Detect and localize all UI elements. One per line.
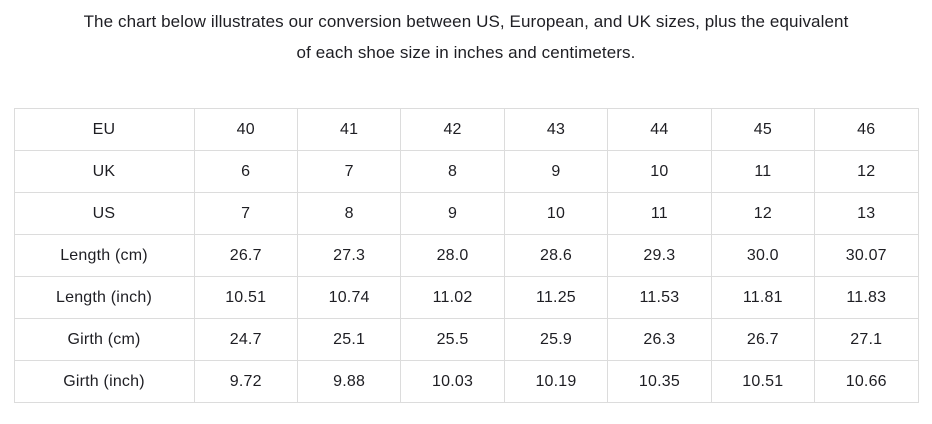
- value-cell: 12: [710, 192, 816, 235]
- value-cell: 25.5: [400, 318, 505, 361]
- value-cell: 10.03: [400, 360, 505, 403]
- value-cell: 8: [296, 192, 402, 235]
- value-cell: 9: [400, 192, 505, 235]
- value-cell: 11: [607, 192, 712, 235]
- table-row: Girth (inch) 9.72 9.88 10.03 10.19 10.35 10.51…: [13, 360, 919, 403]
- page-title-line-2: of each shoe size in inches and centimet…: [296, 43, 636, 62]
- page-title-line-1: The chart below illustrates our conversi…: [83, 12, 849, 31]
- row-label-cell: Girth (cm): [13, 318, 195, 361]
- row-label-cell: EU: [13, 108, 195, 151]
- value-cell: 11.53: [607, 276, 712, 319]
- value-cell: 11.25: [503, 276, 609, 319]
- row-label-cell: US: [13, 192, 195, 235]
- table-row: EU 40 41 42 43 44 45 46: [13, 108, 919, 151]
- value-cell: 25.1: [296, 318, 402, 361]
- table-row: US 7 8 9 10 11 12 13: [13, 192, 919, 235]
- value-cell: 26.3: [607, 318, 712, 361]
- value-cell: 28.0: [400, 234, 505, 277]
- value-cell: 6: [193, 150, 298, 193]
- value-cell: 13: [814, 192, 919, 235]
- value-cell: 12: [814, 150, 919, 193]
- value-cell: 42: [400, 108, 505, 151]
- value-cell: 9.88: [296, 360, 402, 403]
- value-cell: 25.9: [503, 318, 609, 361]
- size-conversion-table-body: EU 40 41 42 43 44 45 46 UK 6 7 8 9 10 11 12 US 7 8 9 10 11 12 1…: [13, 108, 919, 403]
- size-chart-page: The chart below illustrates our conversi…: [0, 0, 932, 403]
- value-cell: 10: [503, 192, 609, 235]
- value-cell: 11.81: [710, 276, 816, 319]
- value-cell: 29.3: [607, 234, 712, 277]
- row-label-cell: Length (inch): [13, 276, 195, 319]
- value-cell: 11: [710, 150, 816, 193]
- value-cell: 43: [503, 108, 609, 151]
- value-cell: 28.6: [503, 234, 609, 277]
- value-cell: 10.35: [607, 360, 712, 403]
- value-cell: 30.0: [710, 234, 816, 277]
- value-cell: 27.3: [296, 234, 402, 277]
- value-cell: 10: [607, 150, 712, 193]
- value-cell: 11.02: [400, 276, 505, 319]
- value-cell: 24.7: [193, 318, 298, 361]
- size-conversion-table: EU 40 41 42 43 44 45 46 UK 6 7 8 9 10 11 12 US 7 8 9 10 11 12 1…: [13, 108, 919, 403]
- value-cell: 26.7: [710, 318, 816, 361]
- value-cell: 44: [607, 108, 712, 151]
- value-cell: 30.07: [814, 234, 919, 277]
- value-cell: 10.51: [193, 276, 298, 319]
- row-label-cell: UK: [13, 150, 195, 193]
- value-cell: 40: [193, 108, 298, 151]
- row-label-cell: Length (cm): [13, 234, 195, 277]
- value-cell: 26.7: [193, 234, 298, 277]
- table-row: Length (cm) 26.7 27.3 28.0 28.6 29.3 30.0 30.07: [13, 234, 919, 277]
- table-row: Girth (cm) 24.7 25.1 25.5 25.9 26.3 26.7 27.1: [13, 318, 919, 361]
- value-cell: 45: [710, 108, 816, 151]
- value-cell: 10.51: [710, 360, 816, 403]
- value-cell: 10.74: [296, 276, 402, 319]
- value-cell: 46: [814, 108, 919, 151]
- value-cell: 7: [193, 192, 298, 235]
- value-cell: 9.72: [193, 360, 298, 403]
- value-cell: 8: [400, 150, 505, 193]
- table-row: UK 6 7 8 9 10 11 12: [13, 150, 919, 193]
- row-label-cell: Girth (inch): [13, 360, 195, 403]
- table-row: Length (inch) 10.51 10.74 11.02 11.25 11.53 11…: [13, 276, 919, 319]
- value-cell: 27.1: [814, 318, 919, 361]
- value-cell: 9: [503, 150, 609, 193]
- value-cell: 10.66: [814, 360, 919, 403]
- value-cell: 11.83: [814, 276, 919, 319]
- value-cell: 10.19: [503, 360, 609, 403]
- value-cell: 7: [296, 150, 402, 193]
- page-title: The chart below illustrates our conversi…: [0, 0, 932, 68]
- value-cell: 41: [296, 108, 402, 151]
